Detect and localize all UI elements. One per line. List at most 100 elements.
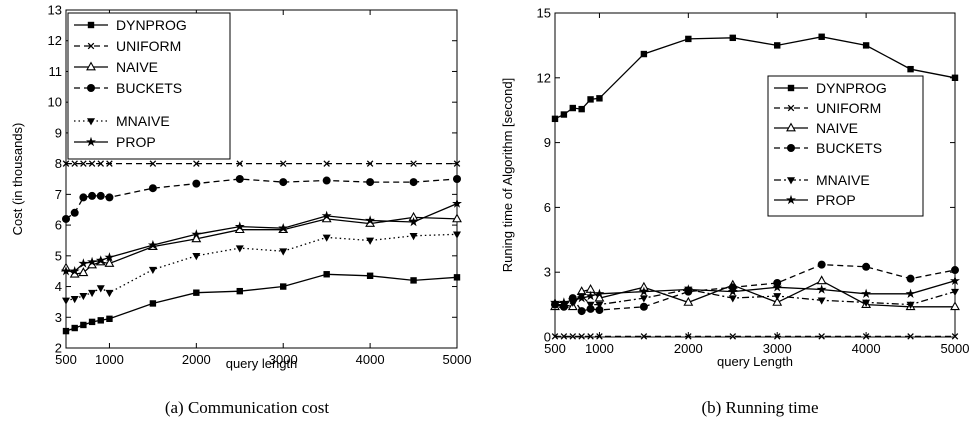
series-uniform <box>551 333 959 340</box>
data-point <box>106 160 113 167</box>
legend-label: UNIFORM <box>116 38 181 54</box>
legend-label: NAIVE <box>116 59 158 75</box>
data-point <box>80 321 87 329</box>
series-line <box>65 273 458 332</box>
data-point <box>410 160 417 167</box>
data-point <box>62 297 70 305</box>
data-point <box>818 333 825 340</box>
data-point <box>567 295 578 305</box>
data-point <box>551 115 559 123</box>
data-point <box>906 274 915 283</box>
data-point <box>640 50 648 58</box>
series-mnaive <box>62 231 461 305</box>
legend-label: BUCKETS <box>816 140 882 156</box>
y-axis-label: Cost (in thousands) <box>10 123 25 236</box>
data-point <box>148 184 157 193</box>
data-point <box>683 296 694 306</box>
data-point <box>861 288 872 299</box>
y-tick-label: 2 <box>55 341 62 356</box>
series-uniform <box>62 160 461 167</box>
data-point <box>773 333 781 340</box>
data-point <box>950 301 960 311</box>
data-point <box>951 74 959 81</box>
x-tick-label: 4000 <box>356 352 385 367</box>
data-point <box>365 215 376 225</box>
series-line <box>65 178 458 220</box>
data-point <box>729 34 736 42</box>
data-point <box>96 191 105 200</box>
legend-label: DYNPROG <box>116 17 187 33</box>
data-point <box>69 265 80 276</box>
data-point <box>61 265 71 276</box>
series-line <box>65 216 458 275</box>
data-point <box>587 333 594 340</box>
y-tick-label: 0 <box>544 330 551 345</box>
data-point <box>558 297 569 307</box>
data-point <box>727 286 738 296</box>
x-tick-label: 500 <box>55 352 77 367</box>
data-point <box>862 299 871 307</box>
data-point <box>639 302 648 311</box>
data-point <box>191 229 202 239</box>
x-tick-label: 5000 <box>941 341 970 356</box>
legend-swatch-marker <box>786 122 796 132</box>
y-tick-label: 15 <box>537 6 551 21</box>
data-point <box>638 286 649 296</box>
data-point <box>79 193 88 202</box>
data-point <box>105 193 114 202</box>
x-tick-label: 2000 <box>674 341 703 356</box>
data-point <box>366 178 375 187</box>
data-point <box>569 104 576 112</box>
x-tick-label: 1000 <box>95 352 124 367</box>
data-point <box>578 333 585 340</box>
legend-label: PROP <box>816 192 856 208</box>
data-point <box>88 289 97 298</box>
legend: DYNPROG UNIFORM NAIVE BUCKETS MNAIVE PROP <box>67 12 231 160</box>
x-axis-label: query length <box>226 356 298 371</box>
data-point <box>453 175 461 183</box>
x-tick-label: 3000 <box>763 341 792 356</box>
data-point <box>453 231 461 239</box>
x-tick-label: 500 <box>544 341 566 356</box>
data-point <box>550 297 560 307</box>
data-point <box>560 111 568 118</box>
data-point <box>323 160 330 167</box>
legend-label: PROP <box>116 134 156 150</box>
data-point <box>70 208 79 217</box>
data-point <box>279 178 288 187</box>
y-tick-label: 13 <box>48 3 62 18</box>
data-point <box>569 333 577 340</box>
legend: DYNPROG UNIFORM NAIVE BUCKETS MNAIVE PROP <box>767 75 924 217</box>
data-point <box>907 333 914 340</box>
data-point <box>88 160 96 167</box>
data-point <box>97 160 105 167</box>
data-point <box>95 255 106 265</box>
data-point <box>452 198 462 208</box>
y-tick-label: 12 <box>48 33 62 48</box>
data-point <box>323 271 330 278</box>
data-point <box>366 272 374 279</box>
x-tick-label: 4000 <box>852 341 881 356</box>
data-point <box>106 315 113 323</box>
legend-swatch-marker <box>87 42 95 50</box>
data-point <box>148 266 157 275</box>
series-line <box>65 233 458 302</box>
data-point <box>816 275 827 285</box>
data-point <box>951 288 959 297</box>
data-point <box>322 234 331 242</box>
data-point <box>594 288 605 299</box>
data-point <box>595 306 604 314</box>
data-point <box>235 175 244 183</box>
figure-caption: (a) Communication cost <box>165 398 330 417</box>
data-point <box>78 267 89 277</box>
data-point <box>773 293 782 301</box>
y-tick-label: 11 <box>49 64 63 79</box>
data-point <box>236 160 244 167</box>
data-point <box>408 216 419 227</box>
data-point <box>70 296 79 304</box>
series-dynprog <box>551 33 959 123</box>
data-point <box>78 258 89 268</box>
data-point <box>560 333 568 340</box>
data-point <box>88 191 97 200</box>
data-point <box>147 239 158 250</box>
